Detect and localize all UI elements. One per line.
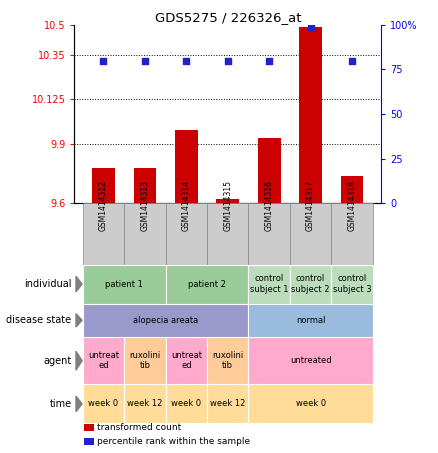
Point	[100, 57, 107, 64]
Bar	[248, 385, 373, 424]
Bar	[84, 439, 95, 445]
Title: GDS5275 / 226326_at: GDS5275 / 226326_at	[155, 11, 301, 24]
Bar	[331, 265, 373, 304]
Point	[266, 57, 273, 64]
Text: ruxolini
tib: ruxolini tib	[212, 351, 244, 371]
Bar	[92, 168, 115, 203]
Bar	[166, 203, 207, 265]
Bar	[166, 265, 248, 304]
Bar	[166, 385, 207, 424]
Text: transformed count: transformed count	[97, 423, 182, 432]
Text: GSM1414313: GSM1414313	[141, 180, 149, 231]
Text: control
subject 2: control subject 2	[291, 275, 330, 294]
Bar	[207, 385, 248, 424]
Bar	[341, 175, 364, 203]
Text: normal: normal	[296, 316, 325, 325]
Bar	[299, 27, 322, 203]
Bar	[216, 199, 239, 203]
Bar	[83, 203, 124, 265]
Text: patient 1: patient 1	[105, 280, 143, 289]
Text: ruxolini
tib: ruxolini tib	[129, 351, 160, 371]
Text: GSM1414312: GSM1414312	[99, 180, 108, 231]
Text: agent: agent	[43, 356, 71, 366]
Bar	[207, 203, 248, 265]
Bar	[207, 337, 248, 385]
Text: GSM1414318: GSM1414318	[348, 180, 357, 231]
Text: percentile rank within the sample: percentile rank within the sample	[97, 438, 251, 447]
Text: week 0: week 0	[296, 400, 326, 409]
Text: time: time	[49, 399, 71, 409]
Text: GSM1414316: GSM1414316	[265, 180, 274, 231]
Text: control
subject 3: control subject 3	[333, 275, 371, 294]
Text: week 12: week 12	[127, 400, 162, 409]
Bar	[331, 203, 373, 265]
Text: GSM1414315: GSM1414315	[223, 180, 232, 231]
Bar	[124, 203, 166, 265]
Bar	[258, 138, 281, 203]
Text: alopecia areata: alopecia areata	[133, 316, 198, 325]
Bar	[248, 203, 290, 265]
Text: individual: individual	[24, 279, 71, 289]
Polygon shape	[76, 396, 82, 412]
Point	[224, 57, 231, 64]
Text: untreat
ed: untreat ed	[171, 351, 202, 371]
Bar	[83, 304, 248, 337]
Bar	[83, 265, 166, 304]
Text: week 0: week 0	[88, 400, 119, 409]
Bar	[83, 385, 124, 424]
Text: GSM1414314: GSM1414314	[182, 180, 191, 231]
Bar	[84, 424, 95, 431]
Point	[183, 57, 190, 64]
Point	[307, 23, 314, 30]
Point	[349, 57, 356, 64]
Bar	[290, 203, 331, 265]
Bar	[248, 304, 373, 337]
Bar	[248, 337, 373, 385]
Bar	[166, 337, 207, 385]
Text: disease state: disease state	[6, 315, 71, 325]
Polygon shape	[76, 313, 82, 327]
Bar	[83, 337, 124, 385]
Text: untreat
ed: untreat ed	[88, 351, 119, 371]
Bar	[175, 130, 198, 203]
Text: untreated: untreated	[290, 356, 332, 365]
Bar	[134, 168, 156, 203]
Bar	[124, 337, 166, 385]
Text: week 12: week 12	[210, 400, 245, 409]
Polygon shape	[76, 351, 82, 370]
Text: patient 2: patient 2	[188, 280, 226, 289]
Text: control
subject 1: control subject 1	[250, 275, 289, 294]
Text: week 0: week 0	[171, 400, 201, 409]
Bar	[248, 265, 290, 304]
Bar	[124, 385, 166, 424]
Bar	[290, 265, 331, 304]
Point	[141, 57, 148, 64]
Text: GSM1414317: GSM1414317	[306, 180, 315, 231]
Polygon shape	[76, 276, 82, 292]
